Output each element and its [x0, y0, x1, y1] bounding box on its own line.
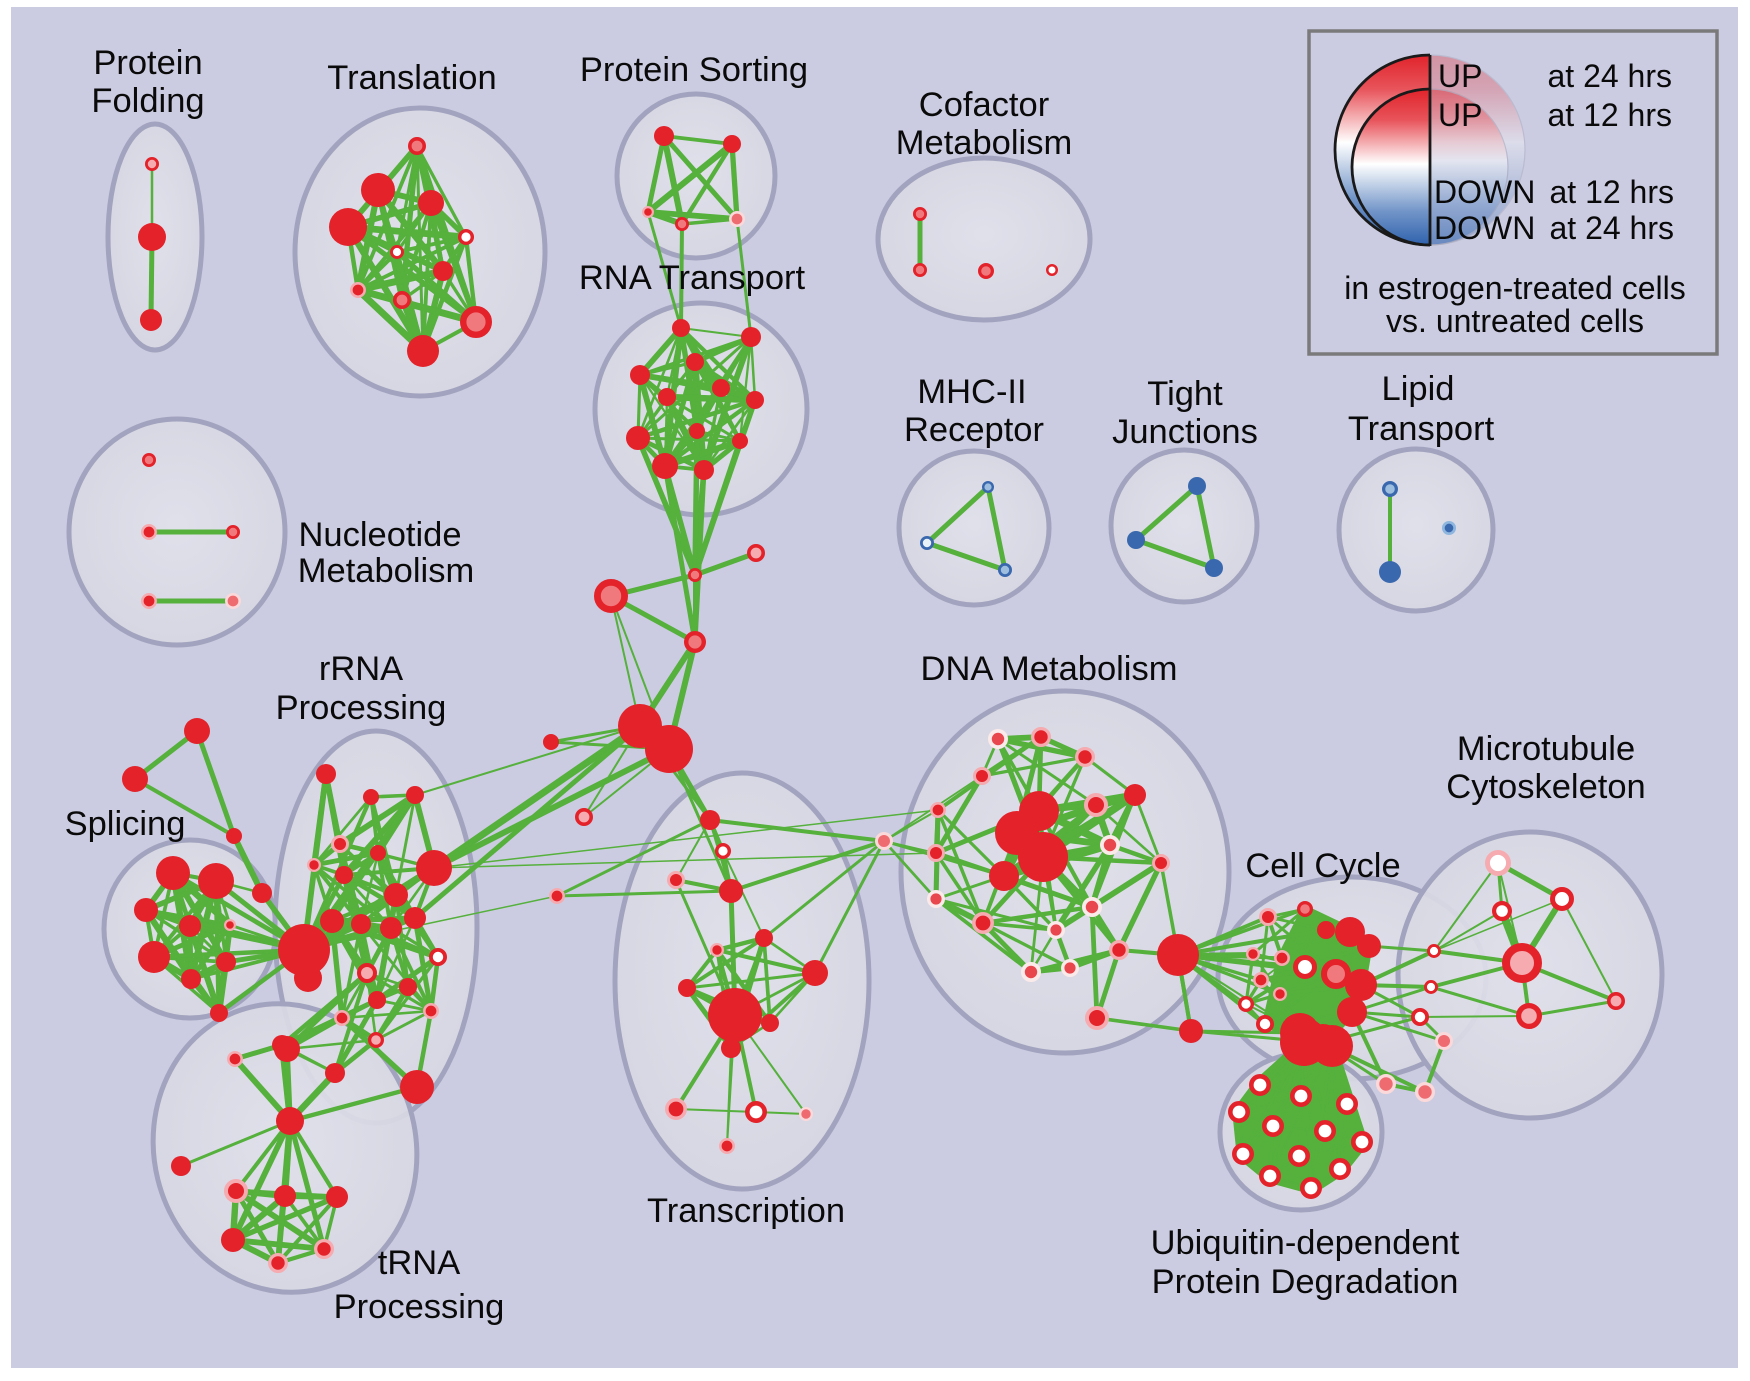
- svg-text:in estrogen-treated cells: in estrogen-treated cells: [1344, 270, 1686, 306]
- svg-text:Cell Cycle: Cell Cycle: [1245, 847, 1400, 885]
- svg-text:tRNA: tRNA: [378, 1244, 460, 1282]
- svg-text:Transport: Transport: [1348, 410, 1495, 448]
- svg-text:rRNA: rRNA: [319, 650, 403, 688]
- svg-text:Translation: Translation: [327, 59, 496, 97]
- svg-text:RNA Transport: RNA Transport: [579, 259, 806, 297]
- svg-text:Metabolism: Metabolism: [298, 552, 474, 590]
- svg-text:Protein Sorting: Protein Sorting: [580, 51, 808, 89]
- svg-text:DOWN: DOWN: [1434, 210, 1535, 246]
- svg-text:UP: UP: [1438, 58, 1482, 94]
- svg-text:Folding: Folding: [91, 82, 204, 120]
- svg-text:DOWN: DOWN: [1434, 174, 1535, 210]
- svg-text:Cytoskeleton: Cytoskeleton: [1446, 768, 1645, 806]
- svg-text:Metabolism: Metabolism: [896, 124, 1072, 162]
- svg-text:at 12 hrs: at 12 hrs: [1549, 174, 1674, 210]
- svg-text:Transcription: Transcription: [647, 1192, 845, 1230]
- svg-text:Protein Degradation: Protein Degradation: [1152, 1263, 1459, 1301]
- svg-text:at 24 hrs: at 24 hrs: [1549, 210, 1674, 246]
- svg-text:Protein: Protein: [93, 44, 202, 82]
- svg-text:Microtubule: Microtubule: [1457, 730, 1635, 768]
- svg-text:at 24 hrs: at 24 hrs: [1547, 58, 1672, 94]
- svg-text:Splicing: Splicing: [65, 805, 186, 843]
- svg-text:Nucleotide: Nucleotide: [298, 516, 461, 554]
- svg-text:Receptor: Receptor: [904, 411, 1044, 449]
- svg-text:Tight: Tight: [1147, 375, 1223, 413]
- svg-text:Processing: Processing: [276, 689, 447, 727]
- svg-text:Cofactor: Cofactor: [919, 86, 1049, 124]
- svg-text:Lipid: Lipid: [1382, 370, 1455, 408]
- svg-text:Junctions: Junctions: [1112, 413, 1258, 451]
- svg-text:MHC-II: MHC-II: [917, 373, 1026, 411]
- svg-text:Ubiquitin-dependent: Ubiquitin-dependent: [1151, 1224, 1460, 1262]
- svg-text:UP: UP: [1438, 97, 1482, 133]
- svg-text:DNA Metabolism: DNA Metabolism: [921, 650, 1178, 688]
- svg-text:at 12 hrs: at 12 hrs: [1547, 97, 1672, 133]
- svg-text:vs. untreated cells: vs. untreated cells: [1386, 303, 1644, 339]
- svg-text:Processing: Processing: [334, 1288, 505, 1326]
